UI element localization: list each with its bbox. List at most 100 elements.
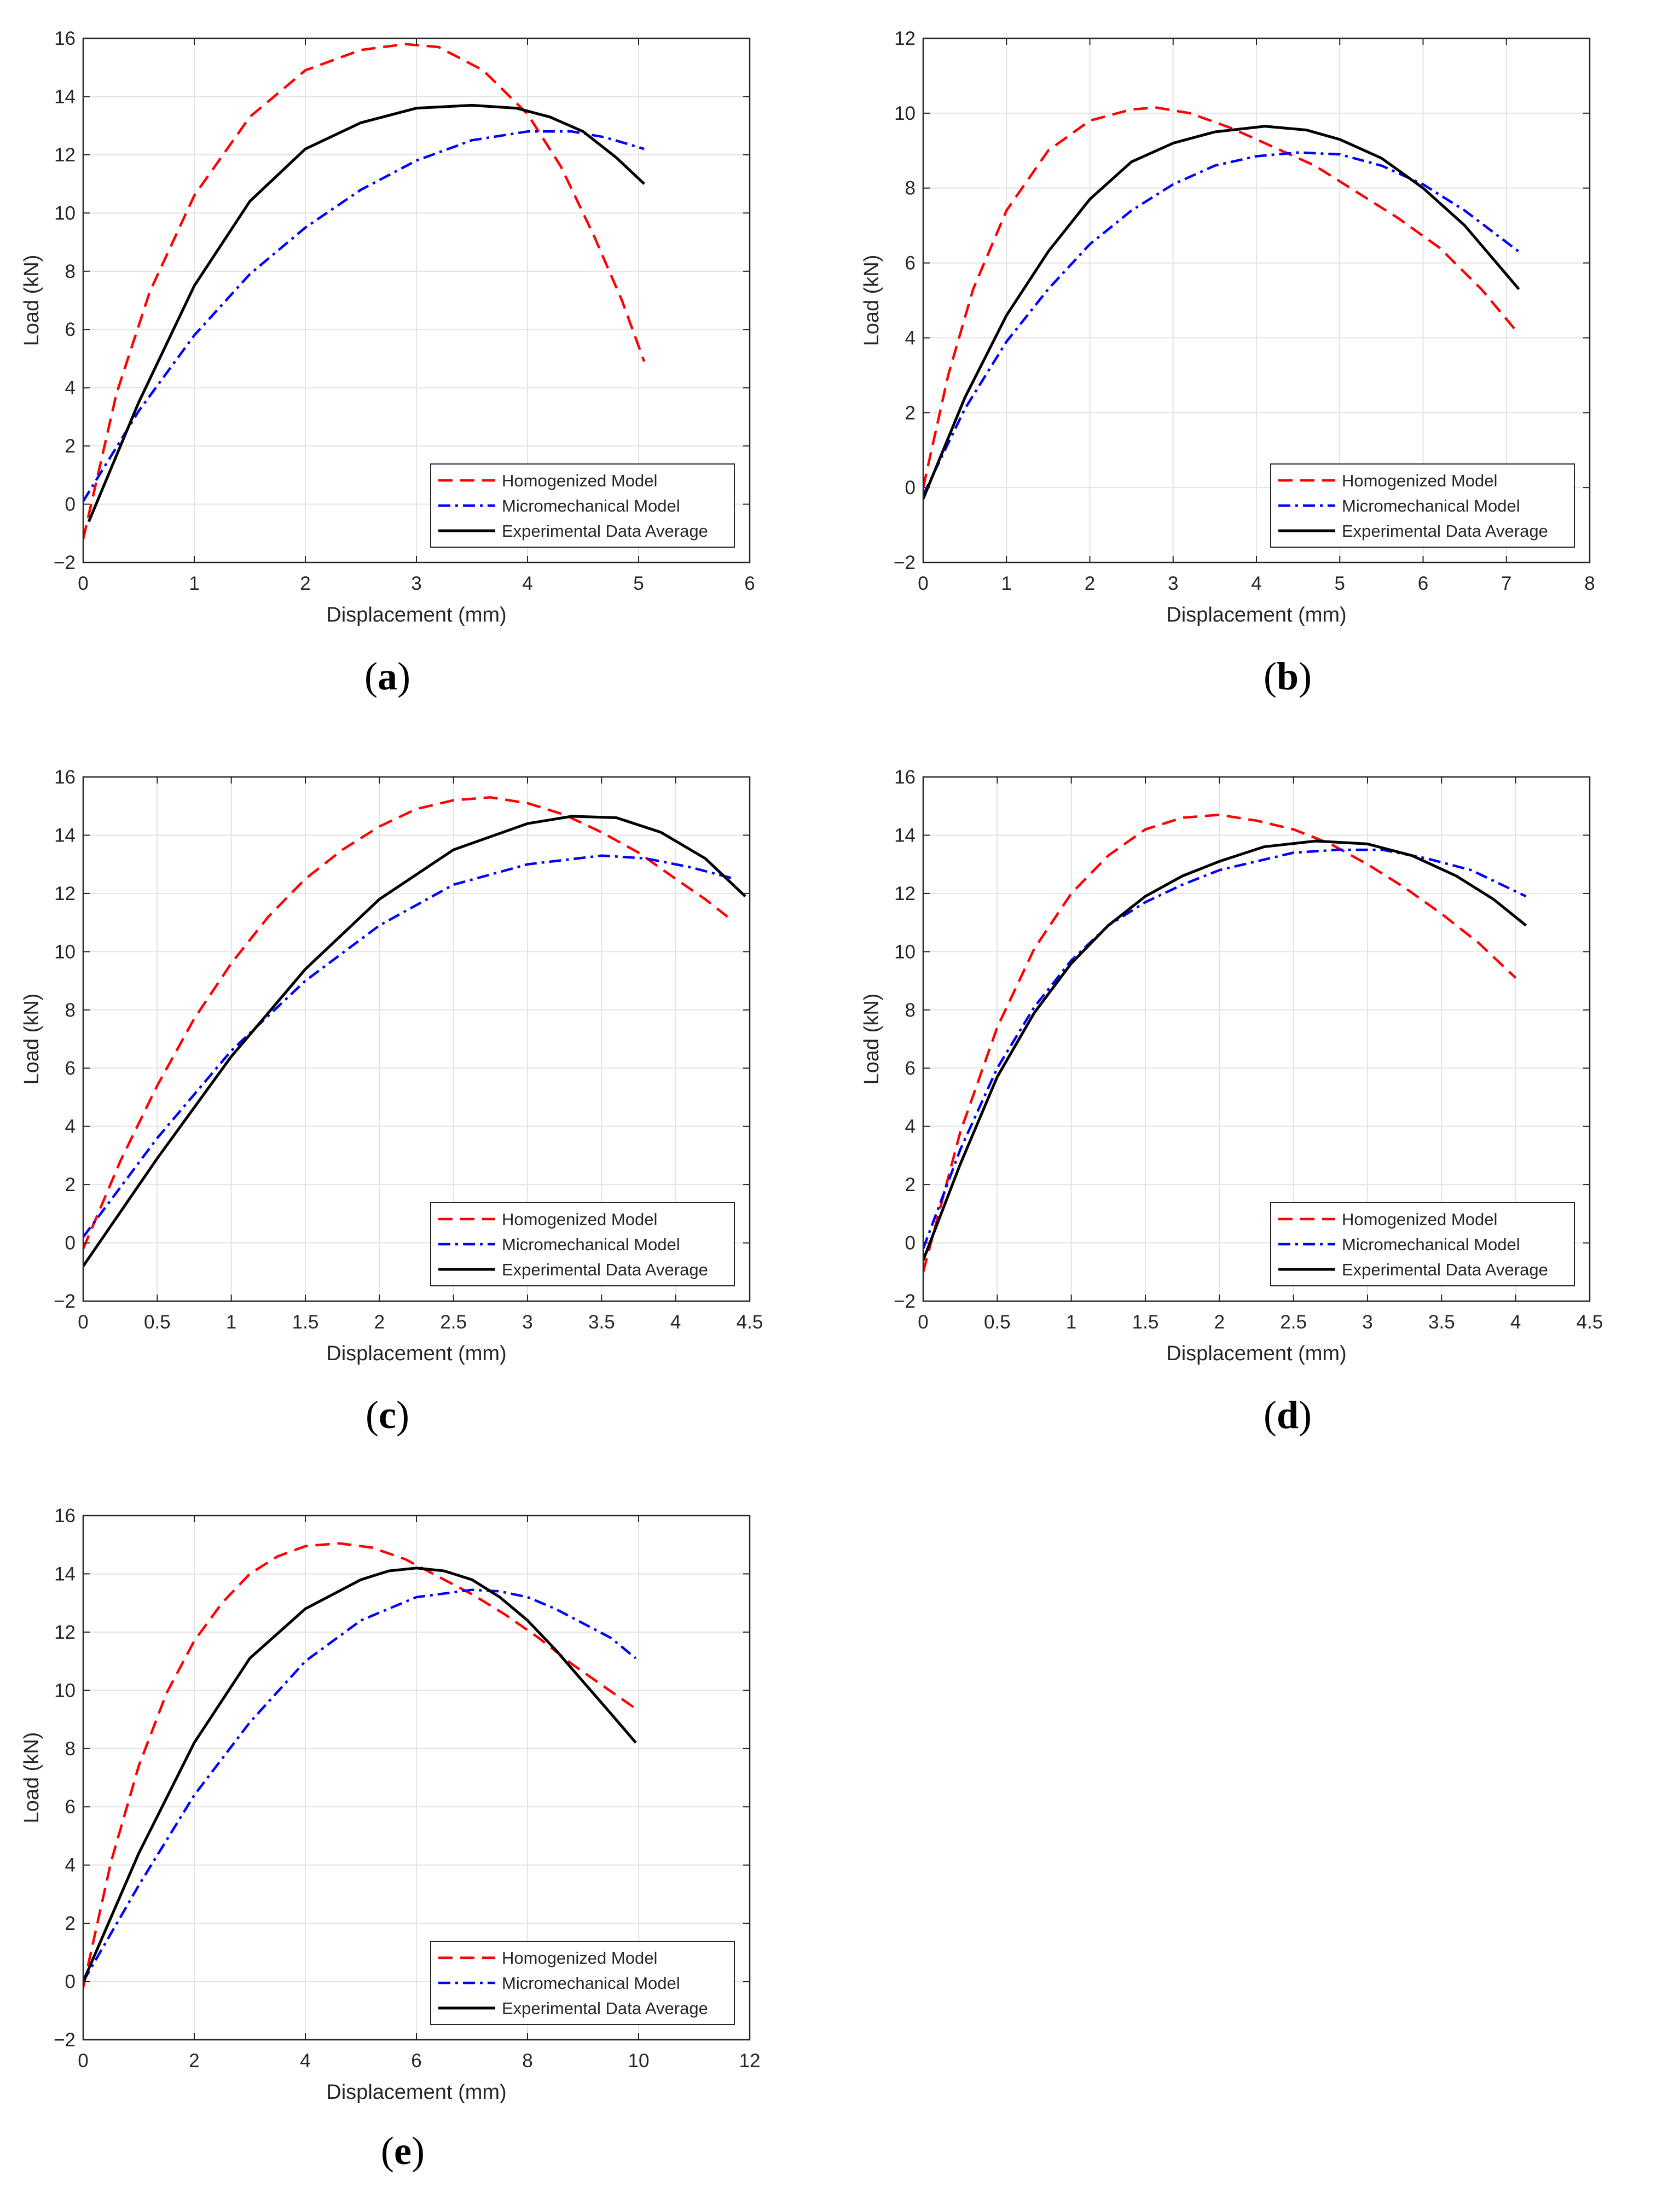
y-tick-label: 8 [65, 1000, 76, 1021]
y-axis-label: Load (kN) [860, 255, 883, 346]
legend-label: Experimental Data Average [502, 1999, 708, 2018]
y-tick-label: 12 [54, 144, 76, 166]
y-tick-label: 4 [905, 1116, 916, 1138]
y-tick-label: 2 [65, 1174, 76, 1196]
y-tick-label: 10 [894, 103, 916, 124]
legend: Homogenized Model Micromechanical Model Ex… [430, 1941, 735, 2025]
y-axis-label: Load (kN) [20, 1732, 43, 1824]
legend: Homogenized Model Micromechanical Model Ex… [430, 463, 735, 548]
legend-label: Experimental Data Average [502, 521, 708, 541]
x-tick-label: 8 [522, 2050, 532, 2072]
legend-label: Micromechanical Model [1342, 1235, 1520, 1254]
y-tick-label: 12 [894, 28, 916, 49]
chart-panel-c: 0 0.5 1 1.5 2 2.5 3 3.5 4 4.5 −2 0 2 4 6 8 10 12 14 16 Displ… [0, 739, 840, 1466]
y-tick-label: 8 [65, 1738, 76, 1760]
y-tick-label: 0 [905, 477, 916, 498]
x-tick-label: 1 [226, 1312, 236, 1333]
chart-panel-e: 0 2 4 6 8 10 12 −2 0 2 4 6 8 10 12 14 16 Displacement (mm… [0, 1477, 840, 2199]
series-line-micromechanical-model [83, 854, 735, 1238]
series-line-homogenized-model [83, 1542, 640, 1988]
series-line-homogenized-model [923, 813, 1517, 1273]
y-tick-label: 14 [54, 825, 76, 846]
legend-label: Micromechanical Model [502, 1235, 680, 1254]
series-line-homogenized-model [83, 796, 728, 1250]
y-tick-label: 0 [65, 1233, 76, 1254]
x-tick-label: 2 [300, 573, 310, 594]
x-tick-label: 1.5 [1132, 1312, 1159, 1333]
y-tick-label: 16 [54, 28, 76, 49]
series-line-experimental-data-average [83, 1566, 637, 1982]
y-tick-label: 2 [905, 402, 916, 423]
legend-label: Homogenized Model [502, 471, 657, 490]
y-tick-label: 6 [65, 319, 76, 340]
x-tick-label: 0.5 [984, 1312, 1011, 1333]
x-tick-label: 0 [78, 2050, 88, 2072]
y-tick-label: 6 [65, 1796, 76, 1818]
y-tick-label: 0 [65, 494, 76, 515]
y-tick-label: −2 [54, 2029, 76, 2051]
y-tick-label: 8 [65, 261, 76, 282]
legend-label: Experimental Data Average [1342, 521, 1548, 541]
chart-panel-d: 0 0.5 1 1.5 2 2.5 3 3.5 4 4.5 −2 0 2 4 6 8 10 12 14 16 Displ… [840, 739, 1680, 1466]
x-tick-label: 3 [1168, 573, 1178, 594]
legend-label: Micromechanical Model [502, 496, 680, 515]
caption-e: (e) [381, 2129, 425, 2173]
caption-b: (b) [1263, 654, 1312, 698]
x-tick-label: 6 [744, 573, 755, 594]
legend-label: Homogenized Model [1342, 1210, 1497, 1229]
legend: Homogenized Model Micromechanical Model Ex… [430, 1202, 735, 1286]
caption-d: (d) [1263, 1393, 1312, 1437]
caption-a: (a) [364, 654, 410, 698]
x-tick-label: 3.5 [588, 1312, 615, 1333]
legend: Homogenized Model Micromechanical Model Ex… [1270, 463, 1575, 548]
x-tick-label: 2 [1214, 1312, 1225, 1333]
y-tick-label: 10 [54, 202, 76, 224]
x-axis-label: Displacement (mm) [1166, 604, 1346, 626]
series-line-homogenized-model [83, 43, 646, 539]
series-line-homogenized-model [923, 106, 1520, 488]
series-line-micromechanical-model [83, 1588, 637, 1982]
y-tick-label: 16 [894, 767, 916, 788]
legend: Homogenized Model Micromechanical Model Ex… [1270, 1202, 1575, 1286]
x-axis-label: Displacement (mm) [1166, 1342, 1346, 1365]
legend-label: Experimental Data Average [502, 1260, 708, 1279]
x-axis-label: Displacement (mm) [326, 2081, 506, 2104]
legend-label: Experimental Data Average [1342, 1260, 1548, 1279]
legend-label: Homogenized Model [1342, 471, 1497, 490]
y-tick-label: 10 [894, 941, 916, 962]
series-line-experimental-data-average [923, 839, 1527, 1261]
y-tick-label: 10 [54, 941, 76, 962]
legend-label: Micromechanical Model [1342, 496, 1520, 515]
grid [923, 38, 1590, 562]
y-tick-label: 4 [905, 327, 916, 349]
axes-frame [922, 776, 1591, 1302]
y-tick-label: 8 [905, 178, 916, 199]
x-tick-label: 7 [1501, 573, 1511, 594]
x-tick-label: 0.5 [144, 1312, 171, 1333]
x-tick-label: 1 [1066, 1312, 1076, 1333]
y-tick-label: −2 [894, 1291, 916, 1312]
x-tick-label: 0 [918, 573, 928, 594]
y-tick-label: 12 [54, 1622, 76, 1643]
x-tick-label: 3.5 [1428, 1312, 1455, 1333]
y-tick-label: −2 [894, 552, 916, 573]
x-tick-label: 2 [189, 2050, 199, 2072]
y-tick-label: 6 [65, 1058, 76, 1079]
y-tick-label: 0 [905, 1233, 916, 1254]
caption-c: (c) [366, 1393, 409, 1437]
y-tick-label: 8 [905, 1000, 916, 1021]
x-tick-label: 4 [522, 573, 532, 594]
x-tick-label: 8 [1584, 573, 1595, 594]
x-tick-label: 4 [1251, 573, 1261, 594]
x-tick-label: 2 [374, 1312, 385, 1333]
y-tick-label: 6 [905, 1058, 916, 1079]
x-tick-label: 4 [1510, 1312, 1521, 1333]
y-tick-label: 14 [894, 825, 916, 846]
x-tick-label: 12 [739, 2050, 761, 2072]
x-tick-label: 1 [189, 573, 199, 594]
y-axis-label: Load (kN) [20, 255, 43, 346]
x-tick-label: 1.5 [292, 1312, 319, 1333]
